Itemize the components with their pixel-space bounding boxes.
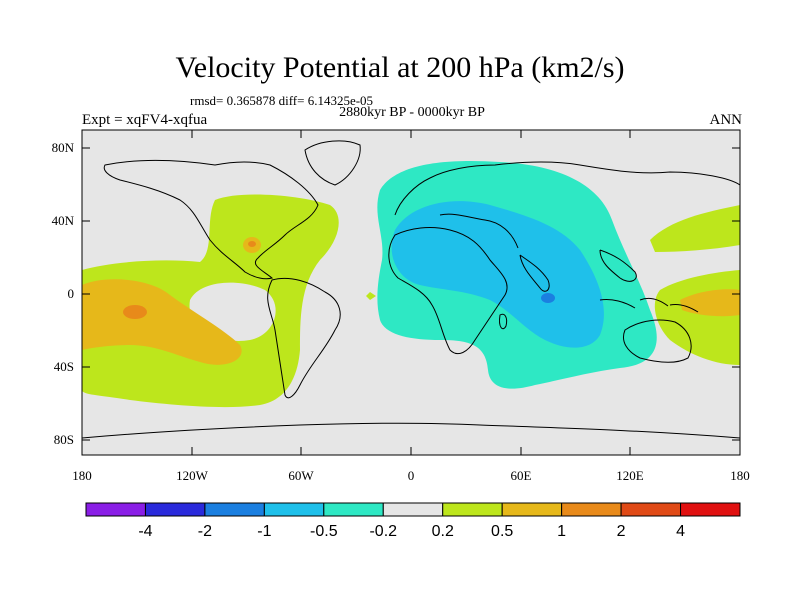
colorbar-swatch bbox=[680, 502, 741, 517]
contour-pos-pacific-core bbox=[123, 305, 147, 319]
lat-label: 0 bbox=[68, 286, 75, 301]
colorbar-label: -4 bbox=[138, 523, 152, 540]
colorbar-label: 0.2 bbox=[432, 523, 454, 540]
lat-label: 80S bbox=[54, 432, 74, 447]
contour-pos-northeast bbox=[650, 205, 740, 252]
coast-africa bbox=[388, 227, 508, 355]
lon-label: 180 bbox=[72, 468, 92, 483]
lat-label: 40S bbox=[54, 359, 74, 374]
lon-label: 60W bbox=[288, 468, 314, 483]
lon-ticks bbox=[81, 130, 741, 455]
contour-pos-wpacific-inner bbox=[680, 289, 740, 317]
colorbar-label: 4 bbox=[676, 523, 685, 540]
colorbar-swatch bbox=[323, 502, 384, 517]
lon-label: 120E bbox=[616, 468, 644, 483]
coast-australia bbox=[623, 319, 692, 363]
colorbar-label: 2 bbox=[617, 523, 626, 540]
colorbar-label: -2 bbox=[198, 523, 212, 540]
contour-neg-mid bbox=[391, 201, 604, 348]
stats-line: rmsd= 0.365878 diff= 6.14325e-05 bbox=[190, 93, 374, 108]
lat-label: 40N bbox=[52, 213, 75, 228]
colorbar-swatch bbox=[85, 502, 146, 517]
colorbar: -4 -2 -1 -0.5 -0.2 0.2 0.5 1 2 4 bbox=[85, 502, 741, 540]
coast-madagascar bbox=[499, 313, 508, 330]
contour-neg-core bbox=[541, 293, 555, 303]
lon-label: 120W bbox=[176, 468, 209, 483]
colorbar-swatch bbox=[501, 502, 563, 517]
coast-greenland bbox=[304, 140, 361, 186]
chart-title: Velocity Potential at 200 hPa (km2/s) bbox=[175, 51, 625, 84]
colorbar-label: 0.5 bbox=[491, 523, 513, 540]
colorbar-swatch bbox=[382, 502, 444, 517]
colorbar-swatch bbox=[144, 502, 206, 517]
contour-pos-gulf-core bbox=[248, 241, 256, 247]
coast-eurasia bbox=[394, 161, 740, 292]
coast-antarctica bbox=[82, 422, 740, 439]
lat-label: 80N bbox=[52, 140, 75, 155]
lat-ticks bbox=[82, 147, 740, 441]
coast-north-america bbox=[103, 159, 319, 280]
coastlines bbox=[82, 140, 740, 439]
colorbar-label: 1 bbox=[557, 523, 566, 540]
season-label: ANN bbox=[709, 112, 743, 128]
colorbar-swatch bbox=[561, 502, 622, 517]
colorbar-swatch bbox=[263, 502, 325, 517]
lon-label: 0 bbox=[408, 468, 415, 483]
coast-south-america bbox=[267, 277, 341, 399]
lon-label: 180 bbox=[730, 468, 750, 483]
colorbar-label: -0.2 bbox=[369, 523, 397, 540]
lon-label: 60E bbox=[511, 468, 532, 483]
coast-indonesia bbox=[599, 297, 699, 313]
colorbar-label: -1 bbox=[257, 523, 271, 540]
experiment-label: Expt = xqFV4-xqfua bbox=[82, 112, 208, 128]
contour-pos-atlantic-spot bbox=[366, 292, 376, 300]
colorbar-label: -0.5 bbox=[310, 523, 338, 540]
contour-fields bbox=[82, 160, 740, 408]
period-label: 2880kyr BP - 0000kyr BP bbox=[339, 105, 485, 120]
colorbar-swatch bbox=[204, 502, 265, 517]
contour-pos-pacific bbox=[82, 279, 242, 365]
colorbar-swatch bbox=[442, 502, 503, 517]
colorbar-swatch bbox=[620, 502, 682, 517]
